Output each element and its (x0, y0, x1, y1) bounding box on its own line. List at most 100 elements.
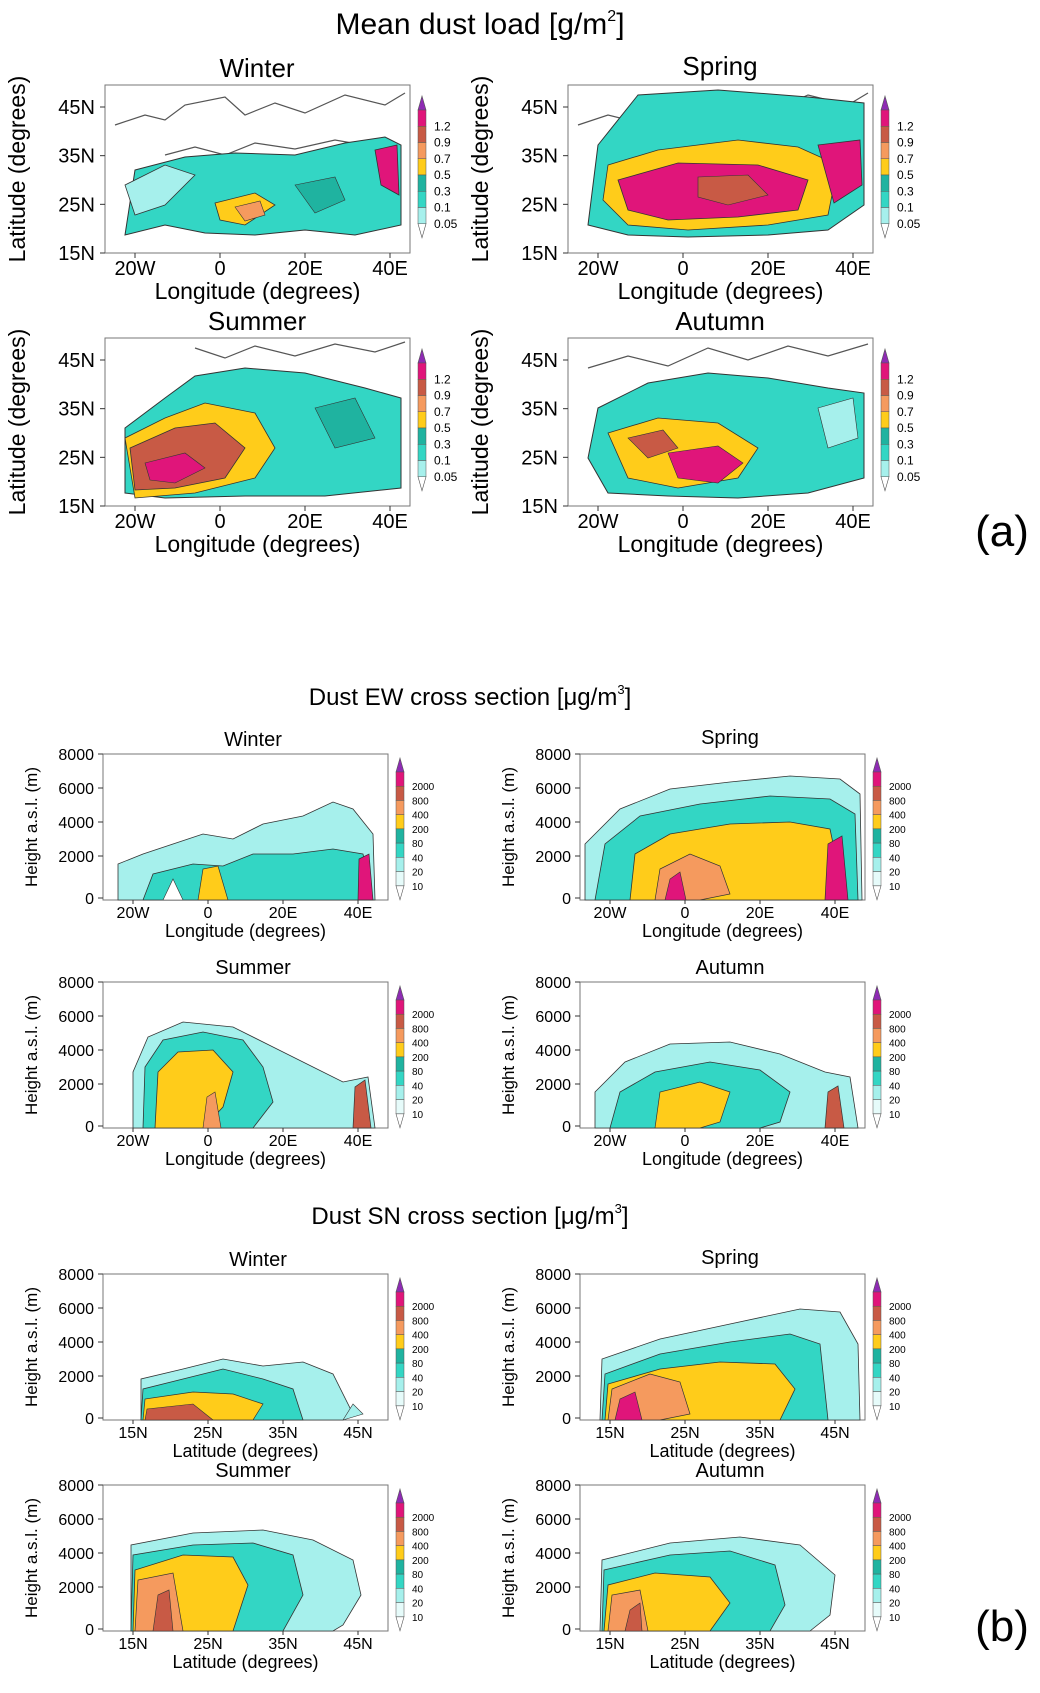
colorbar-swatch (395, 1391, 405, 1407)
y-tick-label: 15N (58, 243, 95, 265)
x-tick-label: 15N (118, 1425, 147, 1442)
y-tick-label: 6000 (58, 1301, 94, 1318)
colorbar-top-arrow (395, 1487, 405, 1504)
colorbar-tick-label: 200 (889, 1556, 906, 1567)
colorbar-swatch (417, 379, 427, 396)
y-tick-label: 35N (521, 399, 558, 421)
colorbar-tick-label: 200 (412, 1053, 429, 1064)
colorbar-swatch (417, 191, 427, 208)
colorbar-swatch (417, 411, 427, 429)
panel-title: Winter (224, 729, 282, 751)
dust-region (144, 452, 206, 484)
x-tick-label: 45N (343, 1636, 372, 1653)
x-axis-label: Longitude (degrees) (155, 531, 361, 557)
colorbar-swatch (395, 1377, 405, 1392)
y-tick-label: 6000 (535, 1301, 571, 1318)
dust-region (817, 397, 859, 449)
colorbar-swatch (872, 1516, 882, 1532)
colorbar-swatch (880, 444, 890, 461)
colorbar-tick-label: 0.1 (897, 454, 914, 468)
y-tick-label: 15N (521, 496, 558, 518)
map-panel-spring: Spring (567, 51, 874, 254)
dust-region (124, 136, 402, 236)
colorbar-tick-label: 2000 (412, 782, 435, 793)
colorbar-tick-label: 800 (412, 796, 429, 807)
y-tick-label: 2000 (58, 1077, 94, 1094)
panel-title: Summer (215, 957, 291, 979)
colorbar-tick-label: 0.5 (897, 421, 914, 435)
colorbar-swatch (395, 771, 405, 787)
coastline (194, 341, 406, 359)
colorbar-tick-label: 0.5 (434, 421, 451, 435)
y-tick-label: 6000 (58, 1512, 94, 1529)
dust-region (314, 397, 376, 449)
y-tick-label: 4000 (535, 1335, 571, 1352)
colorbar-swatch (872, 1320, 882, 1335)
colorbar-tick-label: 2000 (889, 1010, 912, 1021)
ew-panel-spring: Spring (579, 727, 866, 901)
colorbar-tick-label: 20 (889, 1388, 901, 1399)
colorbar-swatch (880, 109, 890, 127)
colorbar-tick-label: 40 (412, 1373, 424, 1384)
colorbar-tick-label: 2000 (889, 1302, 912, 1313)
panel-title: Spring (682, 51, 757, 81)
colorbar-swatch (395, 1070, 405, 1086)
y-tick-label: 35N (521, 146, 558, 168)
x-tick-label: 20W (577, 511, 618, 533)
colorbar-top-arrow (872, 984, 882, 1001)
colorbar-swatch (395, 1502, 405, 1518)
panel-title: Summer (208, 306, 307, 336)
colorbar-swatch (395, 1305, 405, 1321)
colorbar-tick-label: 10 (412, 1402, 424, 1413)
colorbar-swatch (880, 411, 890, 429)
colorbar-tick-label: 0.3 (897, 184, 914, 198)
panel-title: Summer (215, 1460, 291, 1482)
colorbar-swatch (395, 785, 405, 801)
colorbar-tick-label: 80 (889, 1359, 901, 1370)
colorbar-tick-label: 40 (412, 853, 424, 864)
part-b-label: (b) (975, 1602, 1029, 1651)
y-tick-label: 4000 (58, 1043, 94, 1060)
y-tick-label: 4000 (58, 815, 94, 832)
colorbar-tick-label: 20 (889, 1096, 901, 1107)
x-tick-label: 25N (193, 1636, 222, 1653)
y-tick-label: 8000 (535, 1478, 571, 1495)
x-tick-label: 20E (269, 905, 297, 922)
colorbar-tick-label: 20 (412, 1096, 424, 1107)
colorbar-top-arrow (417, 347, 427, 364)
x-tick-label: 45N (820, 1425, 849, 1442)
colorbar-bottom-arrow (872, 885, 882, 901)
colorbar-top-arrow (872, 1487, 882, 1504)
y-tick-label: 0 (562, 1119, 571, 1136)
colorbar-swatch (880, 142, 890, 159)
colorbar-top-arrow (880, 94, 890, 111)
colorbar-swatch (395, 857, 405, 872)
x-tick-label: 20E (746, 905, 774, 922)
x-tick-label: 20W (114, 511, 155, 533)
colorbar-swatch (395, 871, 405, 887)
colorbar-tick-label: 10 (889, 1110, 901, 1121)
x-tick-label: 20W (594, 1133, 628, 1150)
x-tick-label: 20W (114, 258, 155, 280)
colorbar-swatch (872, 1099, 882, 1115)
x-tick-label: 40E (835, 511, 871, 533)
colorbar-tick-label: 400 (412, 1331, 429, 1342)
colorbar-tick-label: 400 (412, 1542, 429, 1553)
dust-layer (624, 1602, 643, 1632)
y-tick-label: 25N (521, 447, 558, 469)
colorbar-tick-label: 0.05 (897, 217, 921, 231)
ew-panel-summer: Summer (102, 957, 389, 1129)
colorbar-swatch (395, 1320, 405, 1335)
x-tick-label: 20W (577, 258, 618, 280)
dust-region (697, 174, 769, 206)
y-tick-label: 4000 (58, 1335, 94, 1352)
colorbar-swatch (872, 1334, 882, 1350)
y-tick-label: 25N (58, 447, 95, 469)
colorbar-swatch (872, 771, 882, 787)
x-tick-label: 20E (269, 1133, 297, 1150)
sn-panel-autumn: Autumn (579, 1460, 866, 1632)
dust-layer (162, 878, 184, 901)
x-tick-label: 20E (287, 258, 323, 280)
colorbar-swatch (395, 800, 405, 815)
colorbar-tick-label: 0.9 (897, 389, 914, 403)
